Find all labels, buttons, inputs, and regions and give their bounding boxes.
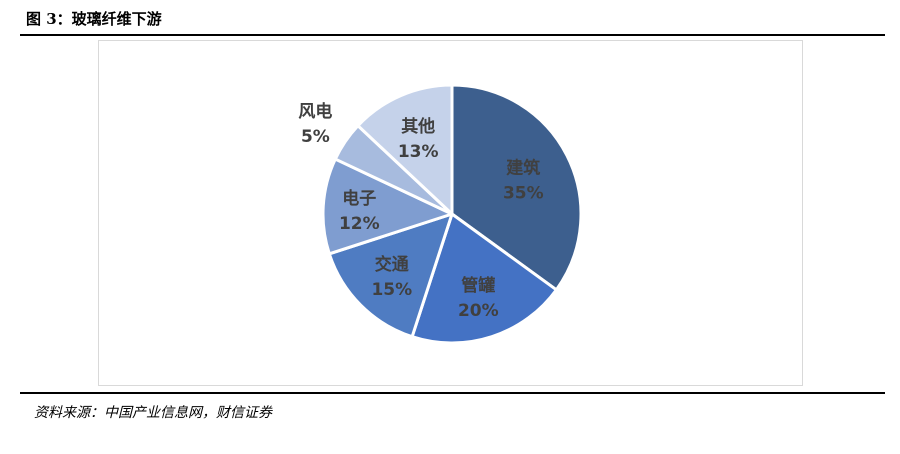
pie-slice-4 bbox=[321, 157, 454, 256]
pie-slice-6 bbox=[356, 83, 454, 216]
slice-value-label: 5% bbox=[301, 127, 330, 147]
pie-slice-2 bbox=[410, 212, 558, 345]
slice-category-label: 管罐 bbox=[461, 275, 495, 296]
slice-value-label: 15% bbox=[371, 280, 412, 300]
slice-category-label: 建筑 bbox=[506, 158, 540, 179]
slice-category-label: 交通 bbox=[375, 254, 409, 275]
bottom-rule bbox=[20, 392, 885, 394]
slice-value-label: 20% bbox=[458, 301, 499, 321]
figure-title: 图 3：玻璃纤维下游 bbox=[26, 10, 162, 28]
top-rule bbox=[20, 34, 885, 36]
slice-category-label: 电子 bbox=[342, 188, 376, 209]
slice-value-label: 12% bbox=[339, 214, 380, 234]
slice-value-label: 35% bbox=[503, 184, 544, 204]
pie-slice-1 bbox=[450, 83, 583, 292]
slice-category-label: 风电 bbox=[298, 101, 332, 122]
slice-value-label: 13% bbox=[398, 142, 439, 162]
pie-chart: 建筑 35% 管罐 20% 交通 15% 电子 12% 风电 5% 其他 13% bbox=[298, 83, 583, 345]
slice-category-label: 其他 bbox=[401, 116, 435, 137]
source-note: 资料来源：中国产业信息网，财信证券 bbox=[34, 405, 272, 421]
chart-area: 建筑 35% 管罐 20% 交通 15% 电子 12% 风电 5% 其他 13% bbox=[98, 40, 803, 386]
